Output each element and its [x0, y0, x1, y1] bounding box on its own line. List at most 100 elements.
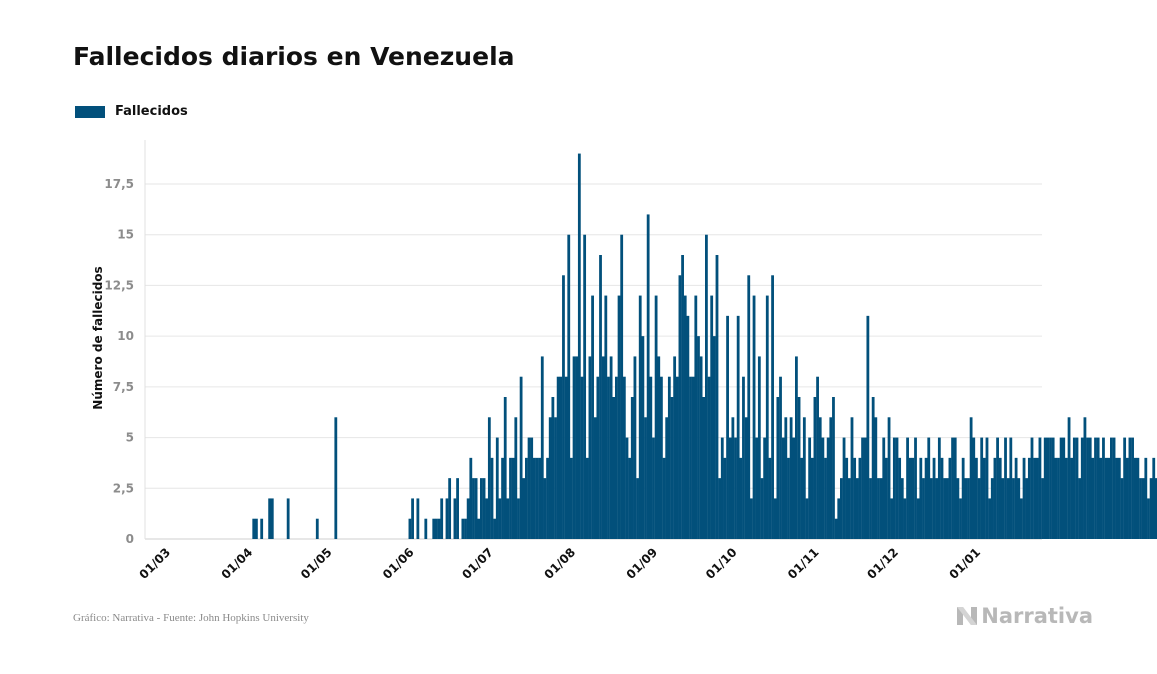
bar — [646, 214, 650, 539]
bar — [834, 518, 838, 539]
bar — [707, 376, 711, 539]
bar — [892, 437, 896, 539]
bar — [940, 457, 944, 539]
bar — [572, 356, 576, 539]
x-tick-labels: 01/03 01/04 01/05 01/06 01/07 01/08 01/09 01/10… — [137, 545, 984, 582]
bar — [670, 397, 674, 539]
bar — [607, 376, 610, 539]
bar — [916, 498, 920, 539]
bar — [490, 457, 494, 539]
bar — [808, 437, 812, 539]
bar — [789, 417, 793, 539]
bar — [1049, 437, 1052, 539]
bar — [887, 417, 891, 539]
bar — [755, 437, 759, 539]
bar — [567, 234, 571, 539]
bar — [1035, 457, 1039, 539]
bar — [485, 498, 489, 539]
bar — [890, 498, 894, 539]
bar — [760, 478, 764, 539]
bar — [435, 518, 438, 539]
bar — [1012, 478, 1015, 539]
bar — [784, 417, 788, 539]
bar — [765, 295, 769, 539]
bar — [1128, 437, 1132, 539]
bar — [1099, 457, 1103, 539]
bar — [699, 356, 703, 539]
bar — [967, 478, 970, 539]
bar — [903, 498, 907, 539]
bar — [810, 457, 814, 539]
bar — [424, 518, 428, 539]
bar — [630, 397, 634, 539]
bar — [943, 478, 947, 539]
bar — [472, 478, 475, 539]
bar — [961, 457, 965, 539]
bar — [930, 478, 933, 539]
bar — [466, 498, 470, 539]
bar — [932, 457, 936, 539]
bar — [644, 417, 647, 539]
bar — [445, 498, 449, 539]
bar — [853, 457, 857, 539]
bar — [625, 437, 629, 539]
bar — [620, 234, 624, 539]
bar — [861, 437, 864, 539]
bar — [268, 498, 272, 539]
bar — [993, 457, 997, 539]
bar — [802, 417, 806, 539]
bar — [583, 234, 587, 539]
bar — [538, 457, 542, 539]
bar — [781, 437, 785, 539]
bar — [747, 275, 751, 539]
bar — [710, 295, 714, 539]
bar — [1059, 437, 1063, 539]
bar — [527, 437, 531, 539]
bar — [453, 498, 457, 539]
bar — [609, 356, 613, 539]
bar — [1107, 457, 1111, 539]
bar — [951, 437, 954, 539]
bar — [1091, 457, 1095, 539]
bar — [511, 457, 515, 539]
bar — [1072, 437, 1076, 539]
x-tick-label: 01/06 — [380, 545, 417, 582]
bar — [416, 498, 420, 539]
bar — [1136, 457, 1140, 539]
bar — [723, 457, 727, 539]
x-tick-label: 01/07 — [459, 545, 496, 582]
bar — [1009, 437, 1013, 539]
bar — [694, 295, 698, 539]
x-tick-label: 01/10 — [703, 545, 740, 582]
x-tick-label: 01/01 — [947, 545, 984, 582]
bar — [577, 153, 581, 539]
bar — [252, 518, 256, 539]
bar — [654, 295, 658, 539]
bar — [456, 478, 459, 539]
bar — [871, 397, 875, 539]
bar — [927, 437, 931, 539]
bar — [1014, 457, 1018, 539]
bar — [975, 457, 978, 539]
bar — [728, 437, 732, 539]
bar — [464, 518, 467, 539]
bar — [689, 376, 692, 539]
bar — [432, 518, 436, 539]
bar — [959, 498, 962, 539]
bar — [877, 478, 880, 539]
bar — [588, 356, 592, 539]
bar — [874, 417, 878, 539]
bar — [1086, 437, 1089, 539]
bar — [879, 478, 883, 539]
bar — [596, 376, 600, 539]
bar — [495, 437, 499, 539]
bar — [1147, 498, 1150, 539]
bar — [657, 356, 661, 539]
bar — [1080, 437, 1084, 539]
bar — [1139, 478, 1142, 539]
bar — [1001, 478, 1005, 539]
bar — [1117, 457, 1121, 539]
bar — [315, 518, 319, 539]
bar — [1070, 457, 1074, 539]
